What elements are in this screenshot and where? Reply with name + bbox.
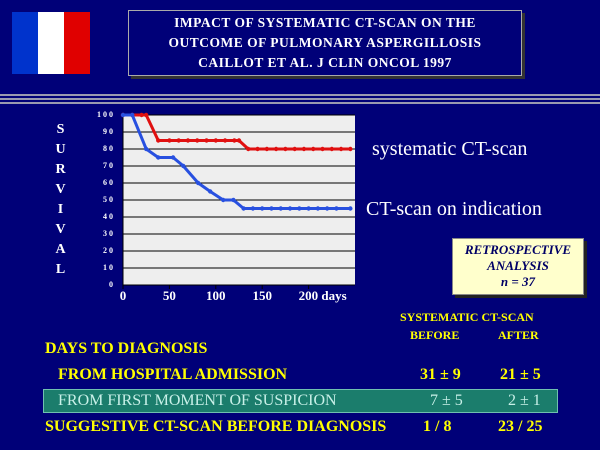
stripe	[0, 98, 600, 100]
y-tick-label: 60	[103, 178, 115, 187]
table-cell: 2 ± 1	[508, 392, 541, 409]
data-point	[287, 206, 293, 211]
data-point	[320, 146, 325, 152]
data-point	[170, 155, 176, 160]
data-point	[208, 189, 213, 194]
y-axis-label: SURVIVAL	[53, 122, 68, 282]
data-point	[231, 197, 236, 203]
y-tick-label: 50	[103, 195, 115, 204]
title-line: OUTCOME OF PULMONARY ASPERGILLOSIS	[168, 35, 482, 50]
data-point	[139, 112, 144, 118]
title-line: CAILLOT ET AL. J CLIN ONCOL 1997	[198, 55, 452, 70]
table-cell: SUGGESTIVE CT-SCAN BEFORE DIAGNOSIS	[45, 418, 387, 435]
data-point	[255, 146, 260, 152]
x-tick-label: 50	[163, 288, 176, 303]
y-tick-label: 100	[97, 110, 115, 119]
data-point	[250, 206, 256, 211]
flag	[12, 12, 90, 74]
data-point	[221, 197, 226, 203]
highlight-band	[43, 389, 558, 413]
data-point	[348, 206, 353, 211]
y-tick-label: 90	[103, 127, 115, 136]
data-point	[222, 138, 228, 143]
data-point	[264, 146, 270, 152]
data-point	[213, 138, 218, 143]
data-point	[241, 206, 246, 211]
data-point	[311, 146, 316, 152]
y-tick-label: 30	[103, 229, 115, 238]
data-point	[301, 146, 307, 152]
table-group-header: SYSTEMATIC CT-SCAN	[400, 310, 534, 324]
data-point	[324, 206, 330, 211]
table-cell: 1 / 8	[423, 418, 452, 435]
data-point	[204, 138, 209, 143]
data-point	[195, 138, 200, 143]
data-point	[260, 206, 265, 211]
y-tick-label: 20	[103, 246, 115, 255]
data-point	[297, 206, 302, 211]
legend-label: CT-scan on indication	[366, 198, 542, 220]
data-point	[156, 138, 161, 143]
data-point	[195, 180, 201, 186]
table-cell: 23 / 25	[498, 418, 543, 435]
table-cell: DAYS TO DIAGNOSIS	[45, 340, 208, 357]
note-line: ANALYSIS	[487, 258, 549, 273]
data-point	[232, 138, 237, 143]
x-tick-label: 150	[252, 288, 272, 303]
y-tick-label: 0	[109, 280, 115, 289]
x-tick-label: 0	[120, 288, 127, 303]
table-cell: 31 ± 9	[420, 366, 461, 383]
title-box: IMPACT OF SYSTEMATIC CT-SCAN ON THE OUTC…	[128, 10, 522, 76]
note-box: RETROSPECTIVE ANALYSIS n = 37	[452, 238, 584, 295]
y-tick-label: 10	[103, 263, 115, 272]
data-point	[273, 146, 279, 152]
title-line: IMPACT OF SYSTEMATIC CT-SCAN ON THE	[174, 15, 476, 30]
y-tick-label: 70	[103, 161, 115, 170]
data-point	[269, 206, 274, 211]
data-point	[167, 138, 172, 143]
data-point	[278, 206, 283, 211]
table-cell: FROM HOSPITAL ADMISSION	[58, 366, 288, 383]
data-point	[181, 163, 186, 169]
data-point	[306, 206, 311, 211]
data-point	[144, 112, 149, 118]
data-point	[236, 138, 242, 143]
x-tick-label: 200 days	[299, 288, 347, 303]
data-point	[338, 146, 344, 152]
data-point	[292, 146, 297, 152]
data-point	[246, 146, 251, 152]
data-point	[334, 206, 339, 211]
data-point	[283, 146, 288, 152]
table-cell: 21 ± 5	[500, 366, 541, 383]
data-point	[185, 138, 191, 143]
data-point	[329, 146, 334, 152]
stripe	[0, 102, 600, 104]
note-line: n = 37	[500, 274, 536, 289]
table-cell: FROM FIRST MOMENT OF SUSPICION	[58, 392, 337, 409]
data-point	[120, 112, 126, 118]
table-column-header: BEFORE	[410, 328, 460, 342]
table-cell: 7 ± 5	[430, 392, 463, 409]
stripe	[0, 94, 600, 96]
x-tick-label: 100	[206, 288, 226, 303]
note-line: RETROSPECTIVE	[464, 242, 572, 257]
table-column-header: AFTER	[498, 328, 539, 342]
data-point	[144, 146, 149, 152]
data-point	[176, 138, 181, 143]
y-tick-label: 40	[103, 212, 115, 221]
data-point	[130, 112, 135, 118]
legend-label: systematic CT-scan	[372, 138, 528, 160]
data-point	[315, 206, 321, 211]
y-tick-label: 80	[103, 144, 115, 153]
data-point	[348, 146, 353, 152]
series-line	[123, 113, 351, 210]
data-point	[156, 155, 161, 160]
